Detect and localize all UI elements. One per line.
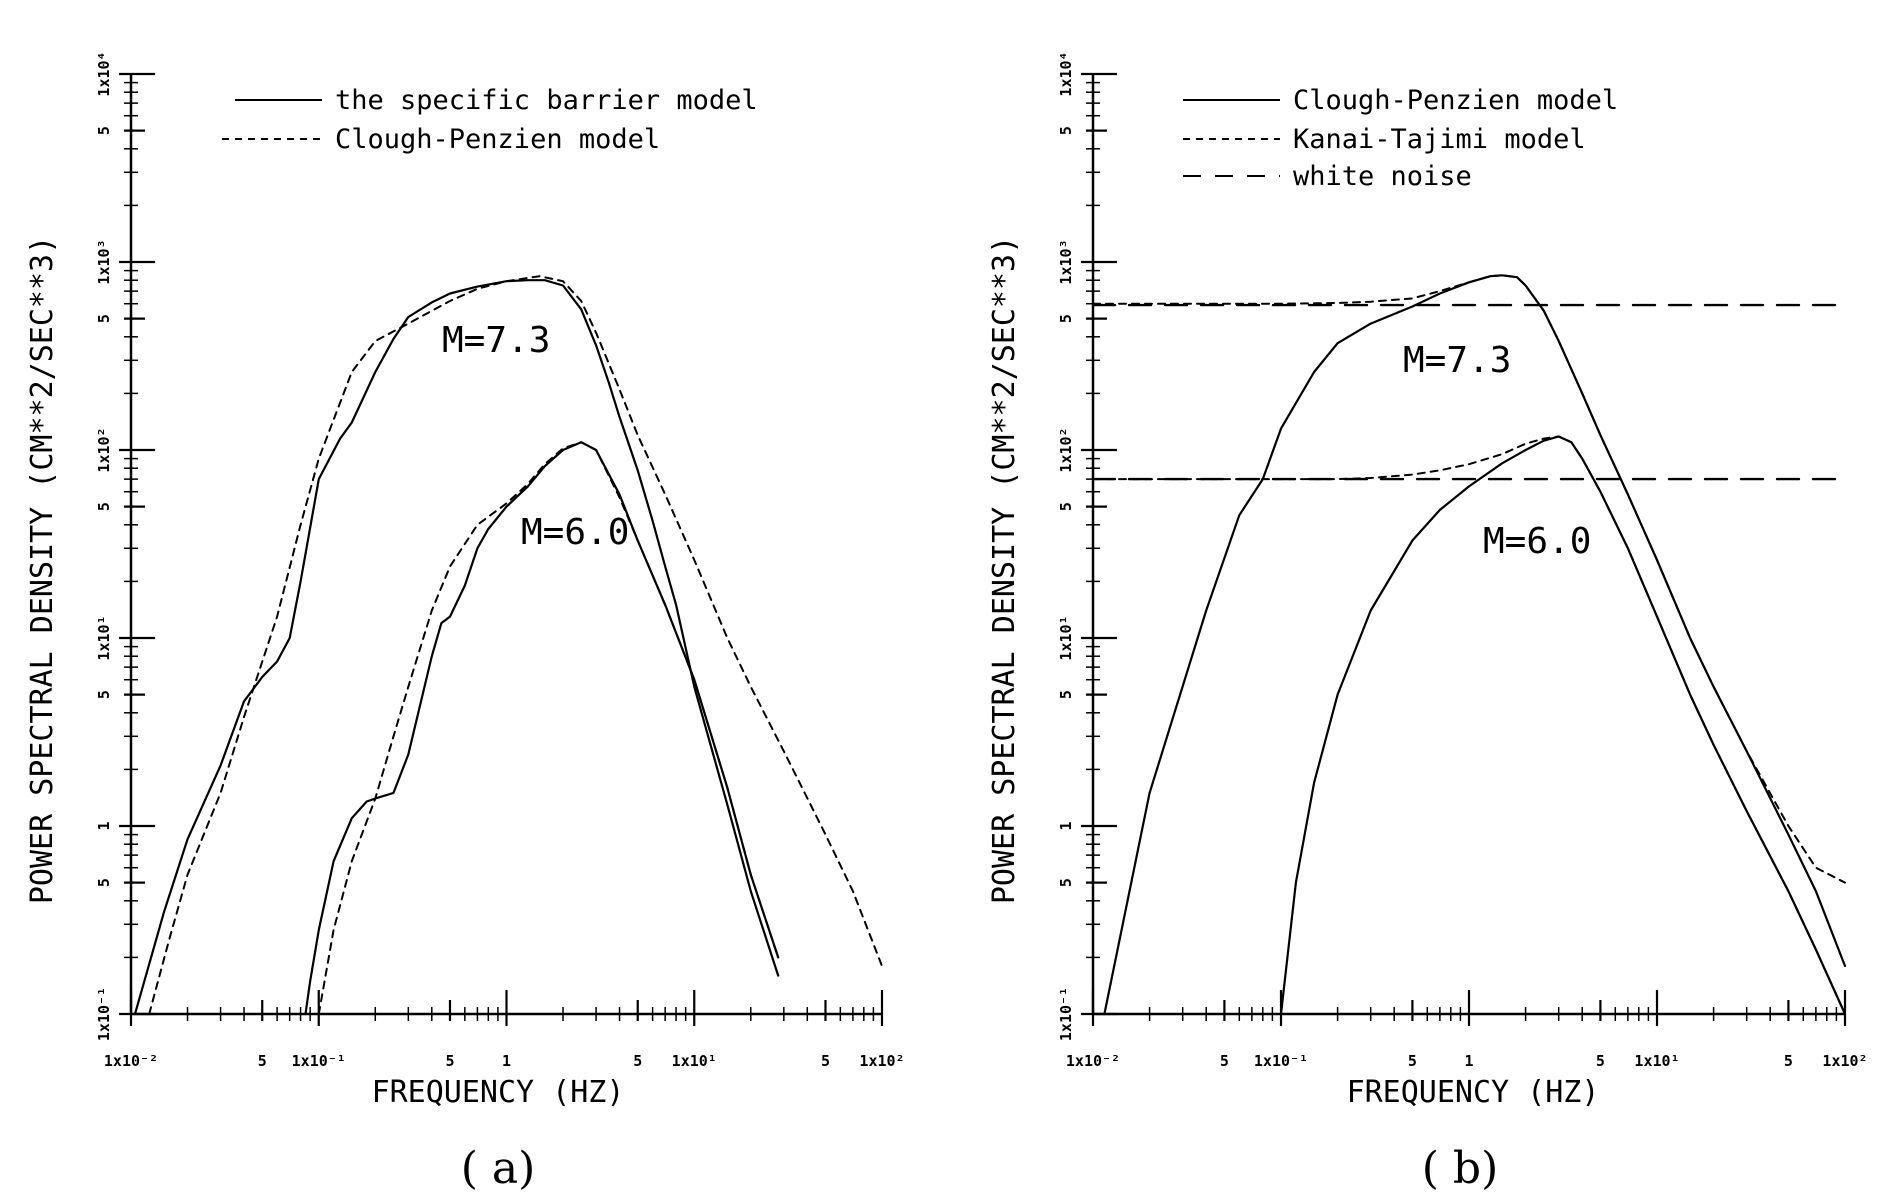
x-tick-label: 1 — [1464, 1052, 1473, 1070]
legend-label-b-0: Clough-Penzien model — [1293, 85, 1618, 116]
x-tick-label: 1x10¹ — [1634, 1052, 1679, 1070]
y-tick-label: 1x10⁻¹ — [95, 987, 113, 1041]
y-tick-label: 1x10² — [1057, 427, 1075, 472]
legend-entry-b-2: white noise — [1183, 161, 1472, 192]
legend-label-a-0: the specific barrier model — [335, 85, 758, 116]
series-line-b-1 — [1092, 274, 1846, 884]
series-line-a-1 — [148, 275, 883, 1015]
x-axis-title-a: FREQUENCY (HZ) — [372, 1075, 625, 1110]
x-tick-label: 1x10⁻¹ — [292, 1052, 346, 1070]
y-tick-label: 1x10¹ — [95, 615, 113, 660]
x-tick-label: 1x10⁻¹ — [1254, 1052, 1308, 1070]
y-tick-label: 1x10² — [95, 427, 113, 472]
x-tick-label: 1x10⁻² — [104, 1052, 158, 1070]
y-tick-label: 5 — [95, 502, 113, 511]
y-tick-label: 5 — [1057, 502, 1075, 511]
annotation-b-m60: M=6.0 — [1483, 521, 1591, 562]
legend-a: the specific barrier model Clough-Penzie… — [222, 85, 758, 155]
x-tick-label: 5 — [1220, 1052, 1229, 1070]
legend-label-a-1: Clough-Penzien model — [335, 124, 660, 155]
panel-label-a: ( a) — [461, 1143, 536, 1194]
x-tick-label: 5 — [1596, 1052, 1605, 1070]
legend-label-b-1: Kanai-Tajimi model — [1293, 124, 1586, 155]
series-line-b-0 — [1103, 274, 1847, 1016]
y-tick-label: 5 — [95, 878, 113, 887]
x-tick-label: 5 — [633, 1052, 642, 1070]
plot-area-b: 1x10⁻² 5 1x10⁻¹ 5 1 5 1x10¹ 5 1x10² 1x10⁻¹ 5 1 5 1x10… — [1057, 51, 1868, 1070]
y-tick-label: 1x10³ — [95, 239, 113, 284]
y-tick-label: 1x10³ — [1057, 239, 1075, 284]
y-tick-label: 5 — [95, 126, 113, 135]
y-tick-label: 1 — [1057, 821, 1075, 830]
y-tick-label: 5 — [95, 690, 113, 699]
x-tick-label: 1x10⁻² — [1066, 1052, 1120, 1070]
x-tick-label: 1 — [502, 1052, 511, 1070]
legend-entry-a-1: Clough-Penzien model — [222, 124, 660, 155]
y-tick-label: 5 — [1057, 690, 1075, 699]
x-tick-label: 5 — [258, 1052, 267, 1070]
series-line-a-3 — [317, 441, 780, 1015]
legend-entry-b-0: Clough-Penzien model — [1183, 85, 1618, 116]
x-axis-title-b: FREQUENCY (HZ) — [1347, 1075, 1600, 1110]
y-tick-label: 5 — [1057, 878, 1075, 887]
y-tick-label: 5 — [95, 314, 113, 323]
x-tick-label: 1x10¹ — [672, 1052, 717, 1070]
chart-panel-b: 1x10⁻² 5 1x10⁻¹ 5 1 5 1x10¹ 5 1x10² 1x10⁻¹ 5 1 5 1x10… — [987, 51, 1868, 1194]
y-tick-label: 1 — [95, 821, 113, 830]
y-tick-label: 1x10⁴ — [95, 51, 113, 96]
series-line-a-0 — [133, 279, 780, 1016]
x-tick-label: 5 — [821, 1052, 830, 1070]
legend-entry-a-0: the specific barrier model — [235, 85, 758, 116]
legend-b: Clough-Penzien model Kanai-Tajimi model … — [1183, 85, 1618, 192]
legend-entry-b-1: Kanai-Tajimi model — [1183, 124, 1586, 155]
series-line-a-2 — [304, 441, 780, 1016]
x-tick-label: 1x10² — [1822, 1052, 1867, 1070]
y-tick-label: 1x10⁴ — [1057, 51, 1075, 96]
legend-label-b-2: white noise — [1293, 161, 1472, 192]
x-tick-label: 5 — [1784, 1052, 1793, 1070]
annotation-b-m73: M=7.3 — [1403, 340, 1511, 381]
y-tick-label: 1x10⁻¹ — [1057, 987, 1075, 1041]
annotation-a-m60: M=6.0 — [521, 512, 629, 553]
x-tick-label: 5 — [445, 1052, 454, 1070]
y-tick-label: 5 — [1057, 126, 1075, 135]
x-tick-label: 1x10² — [859, 1052, 904, 1070]
y-axis-title-b: POWER SPECTRAL DENSITY (CM**2/SEC**3) — [987, 236, 1022, 904]
panel-label-b: ( b) — [1422, 1143, 1498, 1194]
y-axis-title-a: POWER SPECTRAL DENSITY (CM**2/SEC**3) — [25, 236, 60, 904]
y-tick-label: 5 — [1057, 314, 1075, 323]
chart-panel-a: 1x10⁻² 5 1x10⁻¹ 5 1 5 1x10¹ 5 1x10² 1x10⁻¹ 5 1 5 1x10… — [25, 51, 905, 1194]
annotation-a-m73: M=7.3 — [442, 320, 550, 361]
series-line-b-4 — [1092, 435, 1846, 1015]
y-tick-label: 1x10¹ — [1057, 615, 1075, 660]
plot-area-a: 1x10⁻² 5 1x10⁻¹ 5 1 5 1x10¹ 5 1x10² 1x10⁻¹ 5 1 5 1x10… — [95, 51, 905, 1070]
x-tick-label: 5 — [1408, 1052, 1417, 1070]
